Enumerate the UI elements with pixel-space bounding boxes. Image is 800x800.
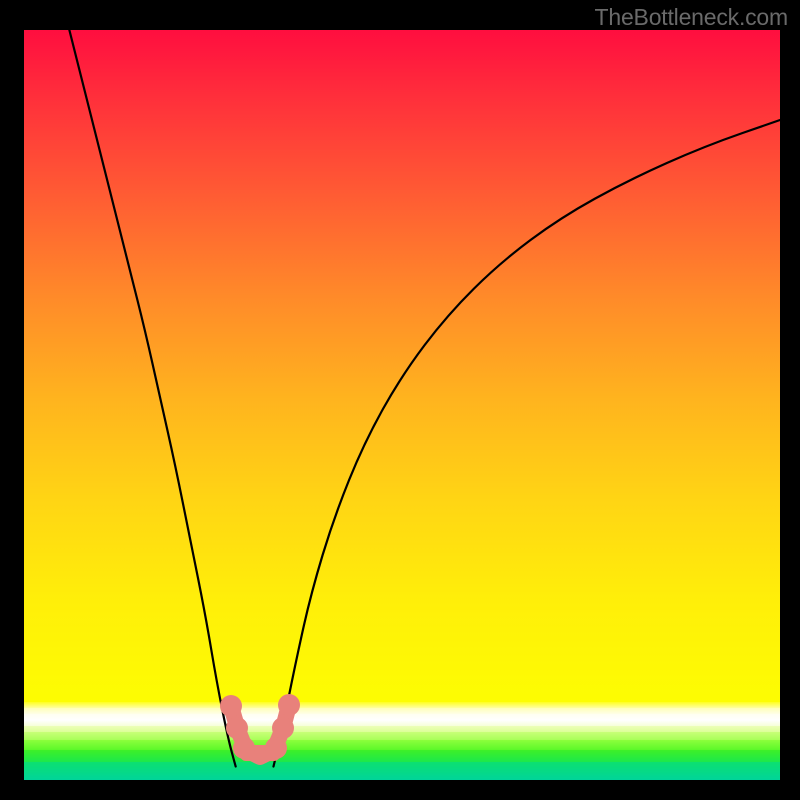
gradient-band [24,720,780,726]
gradient-band [24,708,780,714]
valley-marker [233,737,255,759]
gradient-band [24,740,780,750]
watermark-text: TheBottleneck.com [595,4,788,31]
gradient-band [24,732,780,740]
gradient-band [24,750,780,762]
gradient-band [24,726,780,732]
gradient-band [24,702,780,708]
gradient-band [24,714,780,720]
valley-marker [226,717,248,739]
valley-marker [272,717,294,739]
chart-gradient-background [24,30,780,702]
gradient-band [24,762,780,780]
valley-marker [220,695,242,717]
bottleneck-chart [0,0,800,800]
valley-marker [265,737,287,759]
valley-marker [278,694,300,716]
